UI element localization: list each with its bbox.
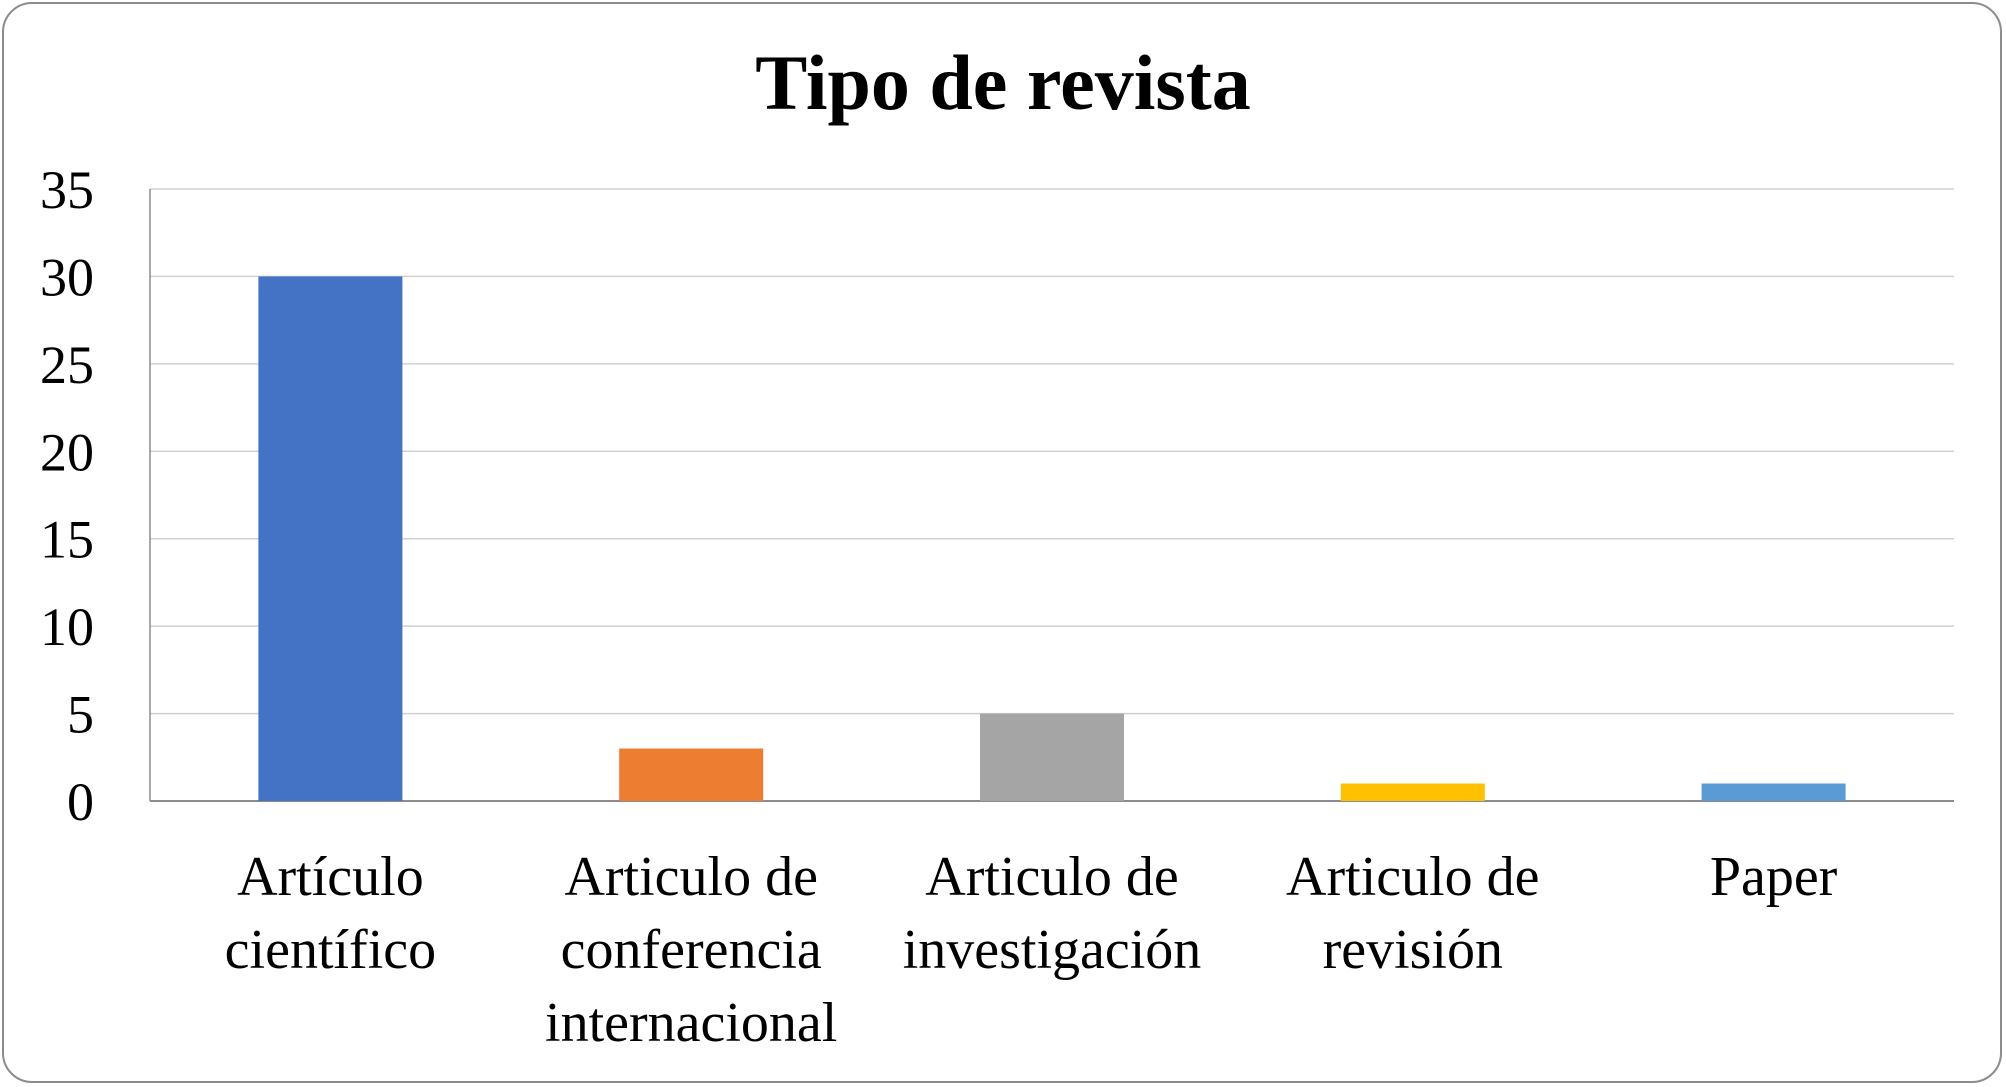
- y-tick-label: 10: [40, 597, 94, 657]
- bar: [258, 276, 403, 801]
- x-tick-label: Articulo de investigación: [903, 846, 1202, 981]
- y-tick-label: 15: [40, 510, 94, 570]
- bar: [980, 713, 1124, 801]
- y-tick-label: 25: [40, 335, 94, 395]
- y-tick-label: 20: [40, 422, 94, 482]
- x-axis-labels: Artículo científico Articulo de conferencia…: [225, 846, 1838, 1054]
- gridlines: [149, 188, 1954, 802]
- x-tick-label: Articulo de conferencia internacional: [545, 846, 837, 1054]
- x-tick-label: Artículo científico: [225, 846, 436, 981]
- y-tick-label: 35: [40, 160, 94, 220]
- bars: [258, 276, 1846, 801]
- x-tick-label: Paper: [1710, 846, 1838, 908]
- y-tick-label: 0: [67, 772, 94, 832]
- y-tick-label: 5: [67, 685, 94, 745]
- bar: [619, 748, 764, 801]
- x-tick-label: Articulo de revisión: [1286, 846, 1539, 981]
- bar: [1340, 783, 1485, 801]
- y-tick-label: 30: [40, 247, 94, 307]
- chart-title: Tipo de revista: [755, 39, 1251, 126]
- bar: [1701, 783, 1846, 801]
- y-axis-ticks: 0 5 10 15 20 25 30 35: [40, 160, 94, 832]
